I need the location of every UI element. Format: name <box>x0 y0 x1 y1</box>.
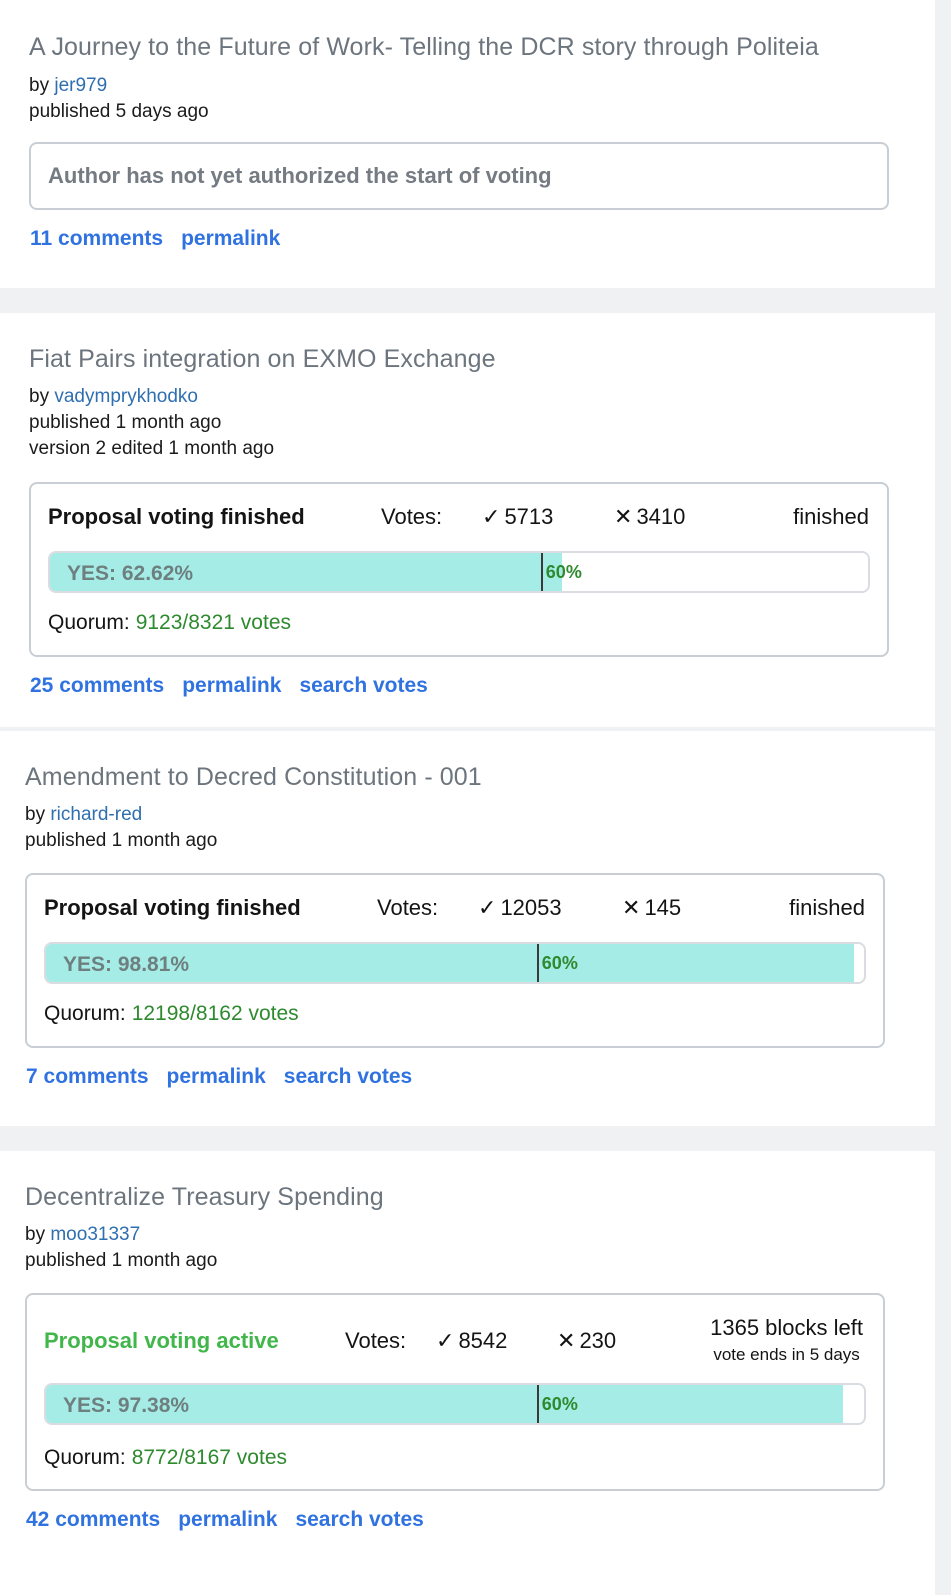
comments-link[interactable]: 42 comments <box>26 1508 161 1531</box>
by-label: by <box>25 804 46 825</box>
voting-status: Proposal voting finished <box>48 504 305 529</box>
proposal-meta: by richard-red published 1 month ago <box>25 802 217 854</box>
proposal-links: 25 comments permalink search votes <box>30 674 446 698</box>
published-date: published 1 month ago <box>29 412 222 433</box>
check-icon: ✓ <box>478 895 497 920</box>
edited-date: version 2 edited 1 month ago <box>29 438 275 459</box>
pass-threshold-marker <box>536 944 539 982</box>
votes-label: Votes: <box>345 1328 407 1353</box>
by-label: by <box>25 1224 46 1245</box>
quorum-value: 8772/8167 votes <box>131 1446 287 1469</box>
no-votes: ✕ 230 <box>557 1328 617 1353</box>
search-votes-link[interactable]: search votes <box>299 674 428 697</box>
proposal-title[interactable]: Decentralize Treasury Spending <box>25 1183 384 1211</box>
by-label: by <box>29 386 50 407</box>
vote-progress-fill <box>50 553 563 591</box>
yes-percentage: YES: 98.81% <box>63 953 190 976</box>
quorum-value: 12198/8162 votes <box>131 1002 299 1025</box>
votes-label: Votes: <box>381 504 443 529</box>
yes-votes: ✓ 5713 <box>482 504 554 529</box>
published-date: published 1 month ago <box>25 1250 218 1271</box>
vote-progress-fill <box>46 944 855 982</box>
voting-state: finished <box>793 504 869 529</box>
quorum: Quorum: 9123/8321 votes <box>48 611 291 634</box>
search-votes-link[interactable]: search votes <box>295 1508 424 1531</box>
proposal-meta: by jer979 published 5 days ago <box>29 73 209 125</box>
proposal-card: Fiat Pairs integration on EXMO Exchange … <box>0 313 935 727</box>
voting-status: Proposal voting active <box>44 1328 279 1353</box>
proposal-title[interactable]: A Journey to the Future of Work- Telling… <box>29 33 819 61</box>
voting-notice: Author has not yet authorized the start … <box>48 163 552 188</box>
proposal-links: 11 comments permalink <box>30 227 298 251</box>
pass-threshold-label: 60% <box>541 953 578 973</box>
voting-status: Proposal voting finished <box>44 895 301 920</box>
proposal-meta: by moo31337 published 1 month ago <box>25 1222 217 1274</box>
vote-ends: vote ends in 5 days <box>713 1345 860 1364</box>
author-link[interactable]: moo31337 <box>50 1224 141 1245</box>
voting-notice-box: Author has not yet authorized the start … <box>29 142 889 210</box>
vote-progress-bar: YES: 62.62% 60% <box>48 551 870 593</box>
check-icon: ✓ <box>436 1328 455 1353</box>
quorum: Quorum: 12198/8162 votes <box>44 1002 299 1025</box>
proposal-title[interactable]: Fiat Pairs integration on EXMO Exchange <box>29 345 496 373</box>
author-link[interactable]: jer979 <box>54 75 108 96</box>
permalink-link[interactable]: permalink <box>182 674 282 697</box>
voting-box: Proposal voting active Votes: ✓ 8542 ✕ 230… <box>25 1293 885 1491</box>
published-date: published 1 month ago <box>25 830 218 851</box>
proposal-links: 42 comments permalink search votes <box>26 1508 442 1532</box>
cross-icon: ✕ <box>614 504 633 529</box>
proposal-card: Decentralize Treasury Spending by moo313… <box>0 1151 935 1595</box>
cross-icon: ✕ <box>557 1328 576 1353</box>
pass-threshold-marker <box>540 553 543 591</box>
voting-box: Proposal voting finished Votes: ✓ 12053 ✕… <box>25 873 885 1048</box>
no-votes: ✕ 3410 <box>614 504 686 529</box>
pass-threshold-label: 60% <box>541 1394 578 1414</box>
pass-threshold-label: 60% <box>545 562 582 582</box>
permalink-link[interactable]: permalink <box>178 1508 278 1531</box>
proposal-meta: by vadymprykhodko published 1 month ago … <box>29 384 274 462</box>
check-icon: ✓ <box>482 504 501 529</box>
author-link[interactable]: vadymprykhodko <box>54 386 198 407</box>
search-votes-link[interactable]: search votes <box>283 1065 413 1088</box>
proposal-card: Amendment to Decred Constitution - 001 b… <box>0 731 935 1126</box>
permalink-link[interactable]: permalink <box>166 1065 266 1088</box>
vote-progress-bar: YES: 97.38% 60% <box>44 1383 866 1425</box>
quorum-value: 9123/8321 votes <box>135 611 291 634</box>
vote-progress-bar: YES: 98.81% 60% <box>44 942 866 984</box>
cross-icon: ✕ <box>622 895 641 920</box>
blocks-left: 1365 blocks left <box>710 1315 863 1340</box>
yes-votes: ✓ 12053 <box>478 895 562 920</box>
comments-link[interactable]: 7 comments <box>26 1065 149 1088</box>
quorum: Quorum: 8772/8167 votes <box>44 1446 287 1469</box>
published-date: published 5 days ago <box>29 101 209 122</box>
voting-time-left: 1365 blocks left vote ends in 5 days <box>710 1315 863 1365</box>
comments-link[interactable]: 11 comments <box>30 227 164 250</box>
votes-label: Votes: <box>377 895 439 920</box>
voting-box: Proposal voting finished Votes: ✓ 5713 ✕ 3… <box>29 482 889 657</box>
pass-threshold-marker <box>536 1385 539 1423</box>
proposal-title[interactable]: Amendment to Decred Constitution - 001 <box>25 763 482 791</box>
proposal-links: 7 comments permalink search votes <box>26 1065 430 1089</box>
yes-percentage: YES: 97.38% <box>63 1394 190 1417</box>
no-votes: ✕ 145 <box>622 895 682 920</box>
comments-link[interactable]: 25 comments <box>30 674 165 697</box>
yes-percentage: YES: 62.62% <box>67 562 194 585</box>
voting-state: finished <box>789 895 865 920</box>
author-link[interactable]: richard-red <box>50 804 143 825</box>
proposal-card: A Journey to the Future of Work- Telling… <box>0 0 935 288</box>
by-label: by <box>29 75 50 96</box>
vote-progress-fill <box>46 1385 843 1423</box>
permalink-link[interactable]: permalink <box>181 227 281 250</box>
yes-votes: ✓ 8542 <box>436 1328 508 1353</box>
